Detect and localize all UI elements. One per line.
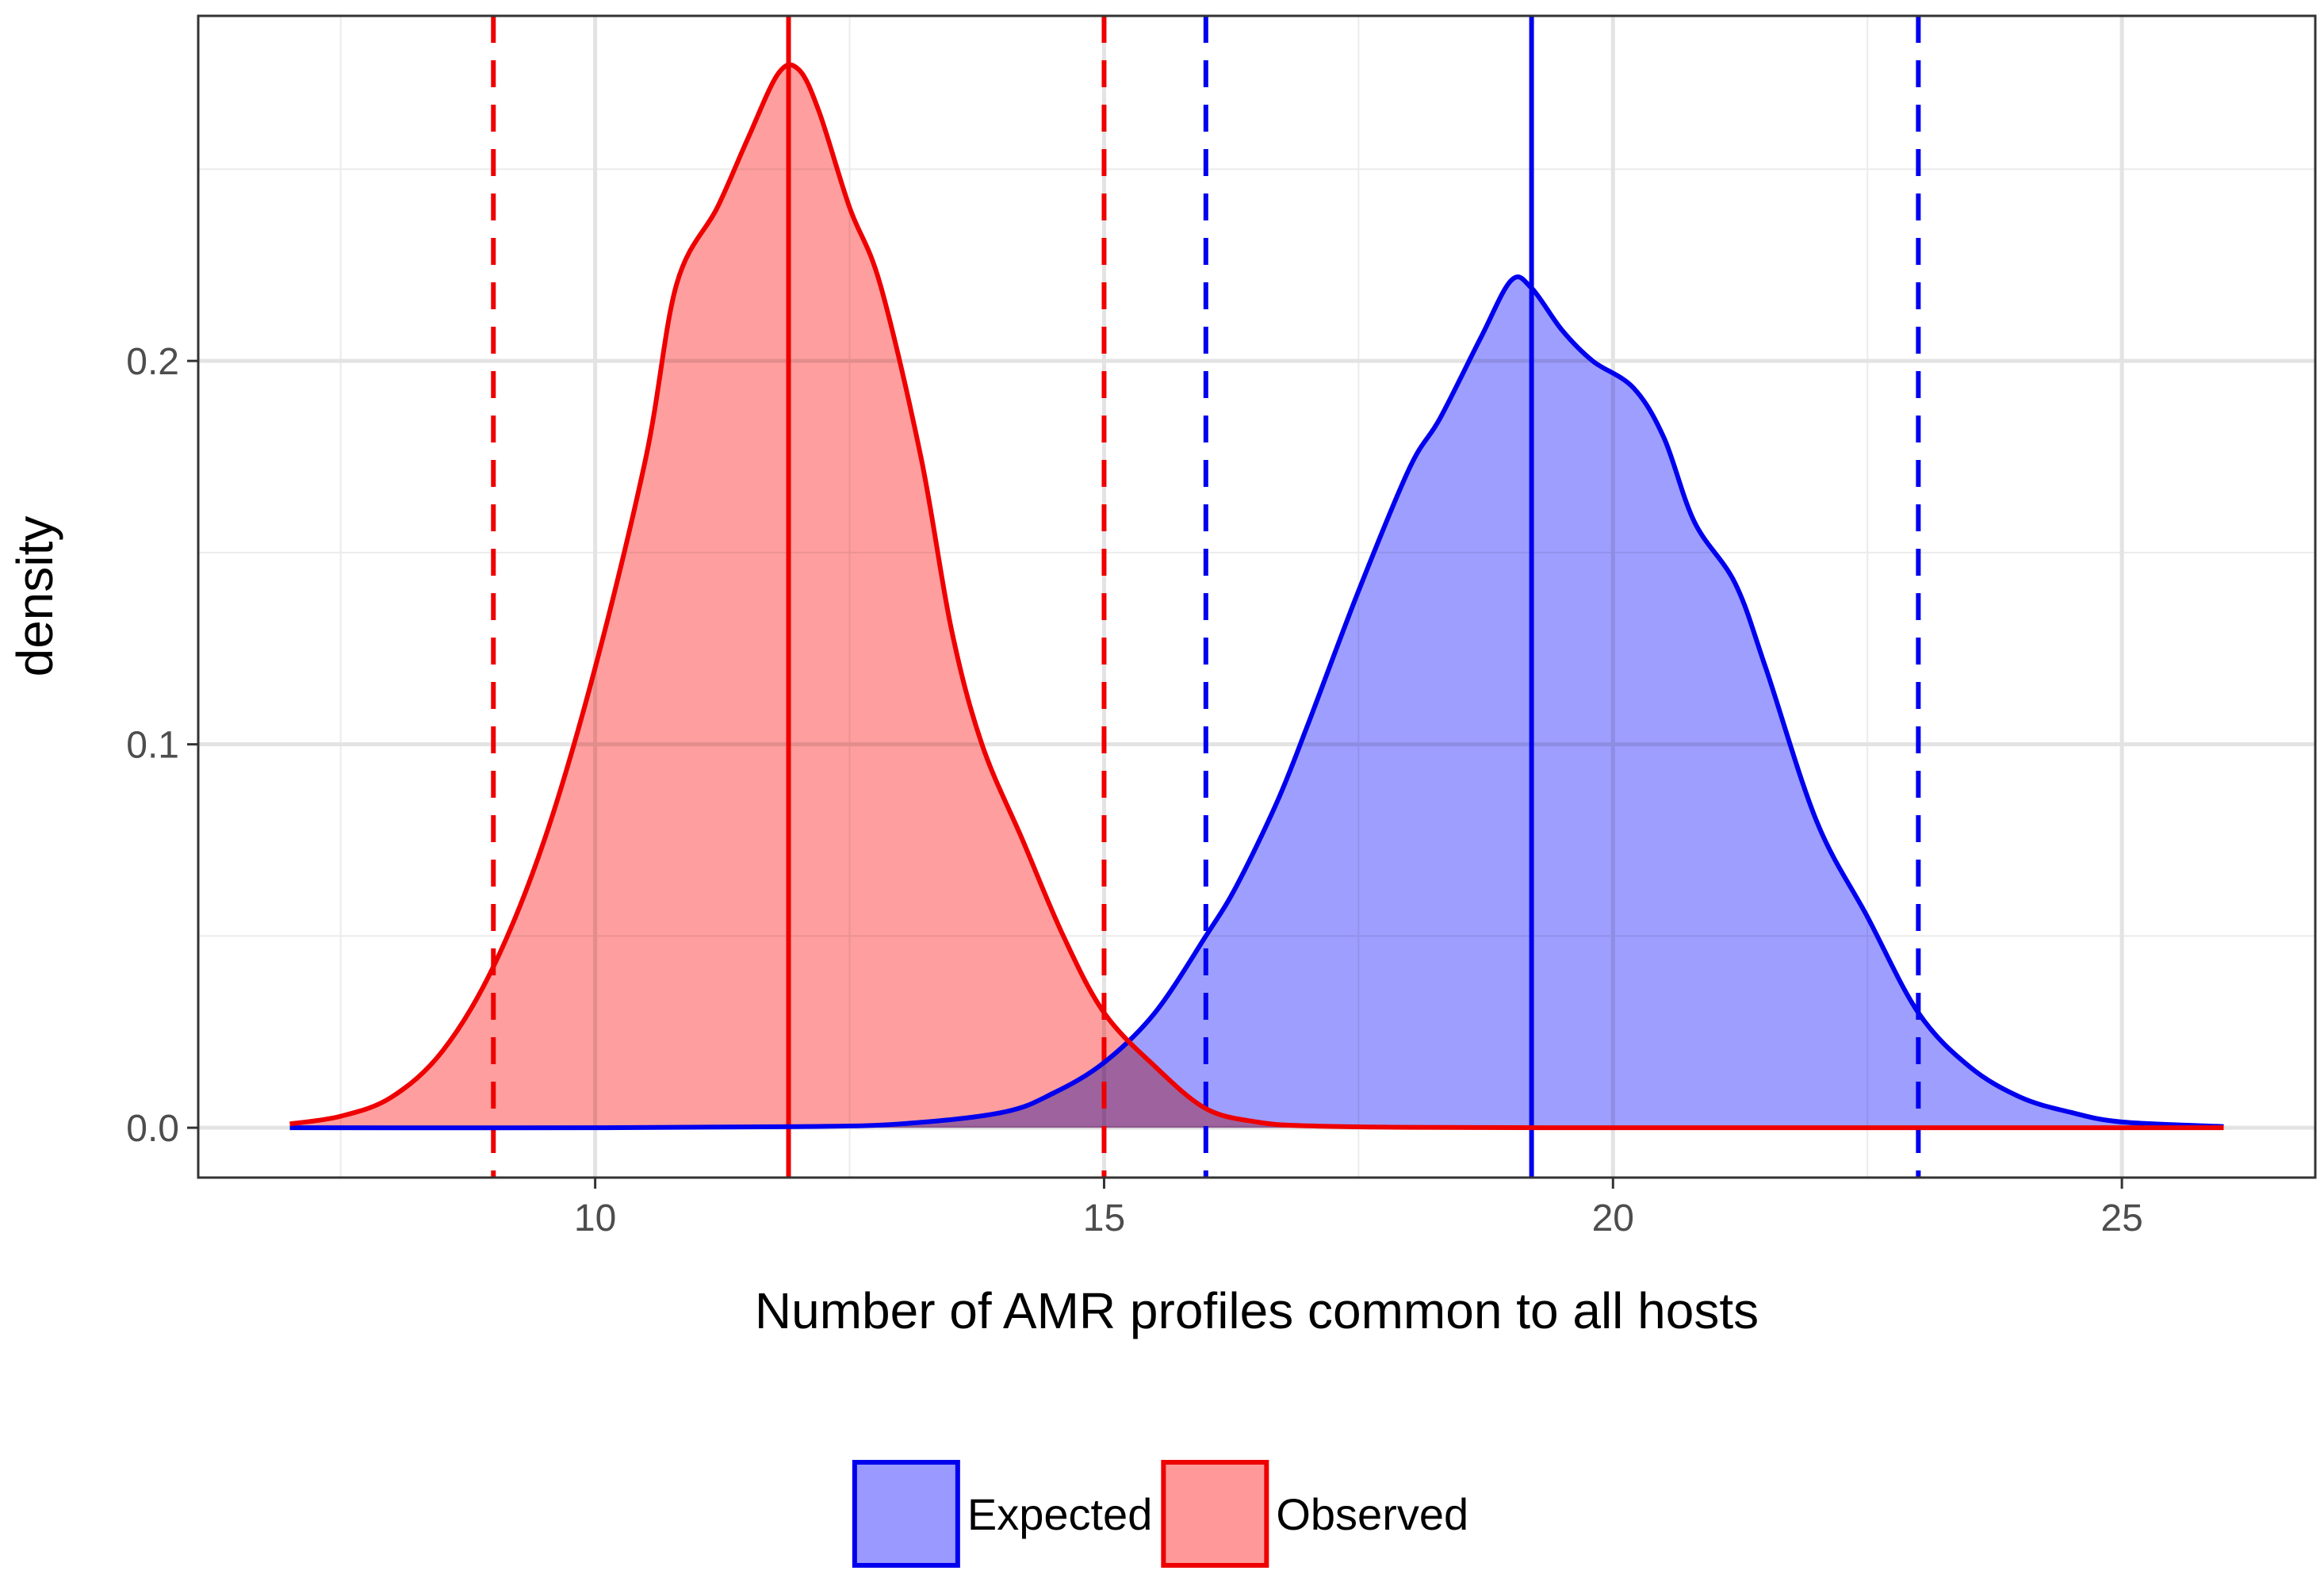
x-tick-label: 25 [2100,1197,2142,1239]
legend-label-observed: Observed [1276,1489,1468,1539]
x-axis-title: Number of AMR profiles common to all hos… [755,1282,1759,1339]
plot-border [197,14,2317,1179]
x-tick-label: 20 [1592,1197,1634,1239]
legend: Expected Observed [852,1460,1468,1568]
legend-key-observed [1161,1460,1269,1568]
x-tick-label: 10 [574,1197,616,1239]
axes: 10 15 20 25 0.0 0.1 0.2 [126,341,2143,1239]
density-curves [289,62,2224,1131]
mean-interval-lines [491,16,1921,1178]
legend-label-expected: Expected [967,1489,1153,1539]
expected-density-curve [289,274,2224,1131]
density-areas [289,64,2224,1128]
y-tick-label: 0.2 [126,341,179,383]
expected-density-area [289,277,2224,1128]
y-tick-label: 0.0 [126,1108,179,1150]
x-tick-label: 15 [1083,1197,1125,1239]
y-tick-label: 0.1 [126,725,179,767]
observed-density-area [289,64,2224,1128]
legend-key-expected [852,1460,960,1568]
observed-density-curve [289,62,2224,1131]
y-axis-title: density [6,516,63,677]
